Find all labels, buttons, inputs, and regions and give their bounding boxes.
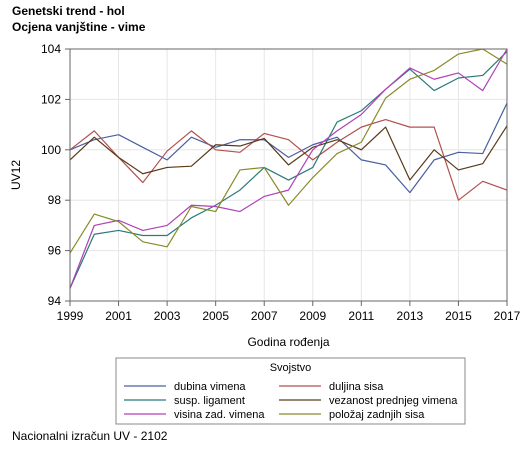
legend-label-2: duljina sisa (329, 381, 384, 393)
y-tick-label: 98 (48, 193, 62, 207)
x-tick-label: 2003 (154, 309, 181, 323)
legend-box (115, 357, 466, 425)
x-axis-label: Godina rođenja (247, 335, 329, 349)
legend-label-6: položaj zadnjih sisa (329, 409, 425, 421)
y-tick-label: 100 (41, 143, 61, 157)
x-tick-label: 2005 (202, 309, 229, 323)
plot-frame (69, 48, 508, 302)
legend: Svojstvo dubina vimena duljina sisa susp. … (115, 357, 466, 425)
x-tick-label: 2013 (397, 309, 424, 323)
series-line-2 (69, 118, 508, 201)
y-tick-label: 102 (41, 92, 61, 106)
series-line-6 (69, 48, 508, 254)
x-tick-label: 2017 (494, 309, 521, 323)
y-axis-label: UV12 (9, 160, 23, 190)
x-axis: 1999 2001 2003 2005 2007 2009 2011 2013 2015 2017 (57, 301, 521, 323)
legend-title: Svojstvo (270, 362, 312, 374)
x-tick-label: 2015 (445, 309, 472, 323)
y-tick-label: 94 (48, 294, 62, 308)
chart-title: Genetski trend - hol (12, 4, 125, 18)
series-lines (69, 48, 508, 289)
y-tick-label: 104 (41, 42, 61, 56)
legend-label-1: dubina vimena (174, 381, 246, 393)
legend-label-4: vezanost prednjeg vimena (329, 395, 458, 407)
x-tick-label: 2011 (348, 309, 374, 323)
x-tick-label: 2001 (105, 309, 132, 323)
series-line-4 (69, 125, 508, 181)
legend-label-3: susp. ligament (174, 395, 245, 407)
legend-label-5: visina zad. vimena (174, 409, 265, 421)
legend-items: dubina vimena duljina sisa susp. ligament v… (124, 381, 458, 421)
x-tick-label: 2007 (251, 309, 278, 323)
series-line-5 (69, 48, 508, 289)
y-tick-label: 96 (48, 244, 62, 258)
y-axis: 94 96 98 100 102 104 (41, 42, 70, 308)
series-line-3 (69, 51, 508, 289)
line-chart: 1999 2001 2003 2005 2007 2009 2011 2013 2015 2017… (9, 42, 521, 425)
x-tick-label: 1999 (57, 309, 84, 323)
x-tick-label: 2009 (299, 309, 326, 323)
series-line-1 (69, 102, 508, 194)
chart-subtitle: Ocjena vanjštine - vime (12, 20, 146, 34)
footnote: Nacionalni izračun UV - 2102 (12, 429, 168, 443)
